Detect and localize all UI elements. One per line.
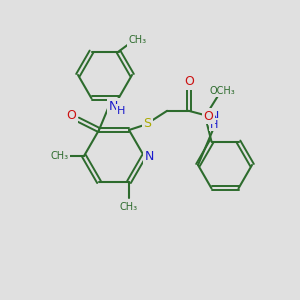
Text: O: O: [204, 110, 213, 123]
Text: O: O: [67, 109, 76, 122]
Text: N: N: [210, 110, 219, 123]
Text: CH₃: CH₃: [120, 202, 138, 212]
Text: CH₃: CH₃: [50, 151, 68, 161]
Text: OCH₃: OCH₃: [209, 85, 235, 96]
Text: O: O: [184, 75, 194, 88]
Text: N: N: [109, 100, 118, 112]
Text: H: H: [117, 106, 126, 116]
Text: CH₃: CH₃: [128, 35, 146, 45]
Text: H: H: [210, 120, 219, 130]
Text: N: N: [145, 149, 154, 163]
Text: S: S: [144, 117, 152, 130]
